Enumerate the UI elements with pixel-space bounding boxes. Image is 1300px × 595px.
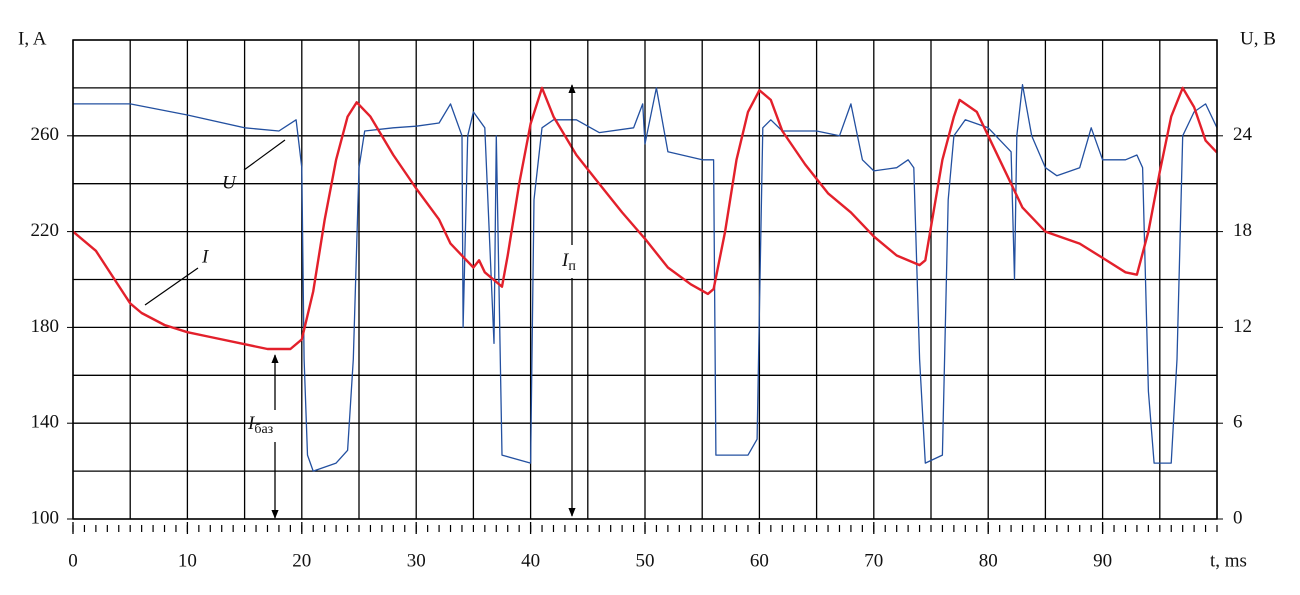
y2-tick-label: 24	[1233, 124, 1253, 145]
x-tick-label: 80	[979, 550, 998, 571]
y2-tick-label: 0	[1233, 507, 1243, 528]
x-tick-label: 70	[864, 550, 883, 571]
y-tick-label: 260	[31, 124, 60, 145]
y-tick-label: 100	[31, 507, 60, 528]
x-tick-label: 20	[292, 550, 311, 571]
y-tick-label: 180	[31, 316, 60, 337]
y2-axis-label: U, B	[1240, 28, 1276, 49]
leader-line	[243, 139, 286, 171]
plot-frame	[72, 39, 1218, 520]
plot	[72, 84, 1218, 472]
y-tick-label: 220	[31, 220, 60, 241]
series-line	[73, 84, 1218, 472]
y2-tick-label: 18	[1233, 220, 1252, 241]
x-tick-label: 60	[750, 550, 769, 571]
x-axis-label: t, ms	[1210, 550, 1247, 571]
annotation-text: I	[561, 250, 570, 271]
annotation-subscript: баз	[254, 422, 273, 437]
x-tick-label: 10	[178, 550, 197, 571]
leader-line	[144, 267, 199, 306]
x-tick-label: 50	[636, 550, 655, 571]
x-tick-label: 90	[1093, 550, 1112, 571]
series-line	[72, 86, 1218, 351]
y-tick-label: 140	[31, 412, 60, 433]
annotation: Iбаз	[247, 413, 274, 437]
x-tick-label: 0	[68, 550, 78, 571]
annotation: I	[201, 246, 210, 267]
y-axis-label: I, A	[18, 28, 47, 49]
grid	[67, 39, 1223, 534]
annotation-text: I	[247, 413, 256, 434]
annotation: U	[222, 172, 237, 193]
y2-tick-label: 12	[1233, 316, 1252, 337]
y2-tick-label: 6	[1233, 412, 1243, 433]
annotation: Iп	[561, 250, 576, 274]
x-tick-label: 40	[521, 550, 540, 571]
x-tick-label: 30	[407, 550, 426, 571]
annotation-subscript: п	[568, 259, 576, 274]
